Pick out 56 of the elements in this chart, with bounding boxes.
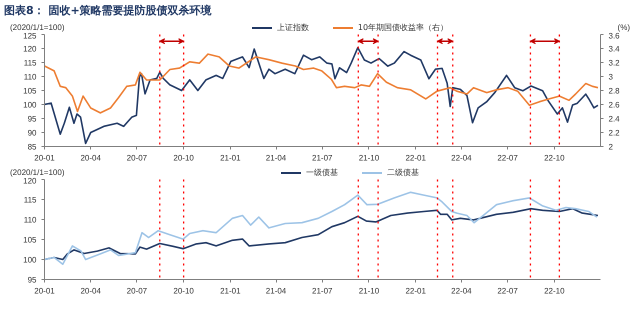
y-axis-title: (2020/1/1=100) bbox=[10, 167, 66, 178]
y2-tick-label: 2.4 bbox=[608, 114, 620, 124]
x-tick-label: 21-01 bbox=[220, 286, 242, 296]
x-tick-label: 22-07 bbox=[497, 286, 518, 296]
y-tick-label: 115 bbox=[24, 196, 38, 204]
x-tick-label: 22-10 bbox=[544, 154, 566, 162]
y2-axis-title: (%) bbox=[616, 22, 630, 32]
y2-tick-label: 3 bbox=[608, 72, 614, 82]
y-tick-label: 105 bbox=[23, 86, 38, 96]
x-tick-label: 21-01 bbox=[220, 154, 242, 162]
chart-title: 图表8： 固收+策略需要提防股债双杀环境 bbox=[4, 3, 212, 19]
x-tick-label: 22-04 bbox=[451, 154, 472, 162]
y2-tick-label: 2.8 bbox=[608, 86, 620, 96]
y-axis-title: (2020/1/1=100) bbox=[10, 22, 66, 32]
y2-tick-label: 2.2 bbox=[608, 128, 620, 138]
y2-tick-label: 2.6 bbox=[608, 100, 620, 110]
x-tick-label: 21-07 bbox=[312, 154, 334, 162]
y-tick-label: 85 bbox=[28, 142, 38, 152]
x-tick-label: 20-04 bbox=[80, 154, 102, 162]
x-tick-label: 21-04 bbox=[266, 154, 287, 162]
x-tick-label: 20-10 bbox=[173, 154, 194, 162]
y2-tick-label: 3.4 bbox=[608, 44, 620, 54]
x-tick-label: 20-07 bbox=[126, 154, 148, 162]
x-tick-label: 21-04 bbox=[266, 286, 287, 296]
y2-tick-label: 2 bbox=[608, 142, 614, 152]
x-tick-label: 20-01 bbox=[34, 154, 56, 162]
x-tick-label: 22-04 bbox=[451, 286, 472, 296]
x-tick-label: 20-07 bbox=[126, 286, 148, 296]
y-tick-label: 95 bbox=[28, 276, 38, 284]
y-tick-label: 90 bbox=[28, 128, 38, 138]
y-tick-label: 115 bbox=[24, 58, 38, 68]
legend-label: 10年期国债收益率（右） bbox=[358, 22, 448, 34]
y-tick-label: 110 bbox=[24, 72, 38, 82]
x-tick-label: 21-10 bbox=[358, 286, 380, 296]
x-tick-label: 22-01 bbox=[405, 154, 426, 162]
y-tick-label: 125 bbox=[23, 32, 38, 40]
y-tick-label: 120 bbox=[23, 44, 38, 54]
legend-label: 上证指数 bbox=[276, 22, 309, 34]
y-tick-label: 120 bbox=[23, 176, 38, 186]
x-tick-label: 22-10 bbox=[544, 286, 566, 296]
legend-label: 二级债基 bbox=[387, 167, 419, 178]
y-tick-label: 100 bbox=[23, 100, 38, 110]
y2-tick-label: 3.6 bbox=[608, 32, 620, 40]
x-tick-label: 21-07 bbox=[312, 286, 334, 296]
y-tick-label: 110 bbox=[24, 216, 38, 224]
x-tick-label: 22-01 bbox=[405, 286, 426, 296]
x-tick-label: 20-01 bbox=[34, 286, 56, 296]
y-tick-label: 100 bbox=[23, 256, 38, 264]
x-tick-label: 20-10 bbox=[173, 286, 194, 296]
y2-tick-label: 3.2 bbox=[608, 58, 620, 68]
x-tick-label: 22-07 bbox=[497, 154, 518, 162]
y-tick-label: 95 bbox=[28, 114, 38, 124]
x-tick-label: 21-10 bbox=[358, 154, 380, 162]
y-tick-label: 105 bbox=[23, 236, 38, 244]
x-tick-label: 20-04 bbox=[80, 286, 102, 296]
legend-label: 一级债基 bbox=[306, 167, 338, 178]
